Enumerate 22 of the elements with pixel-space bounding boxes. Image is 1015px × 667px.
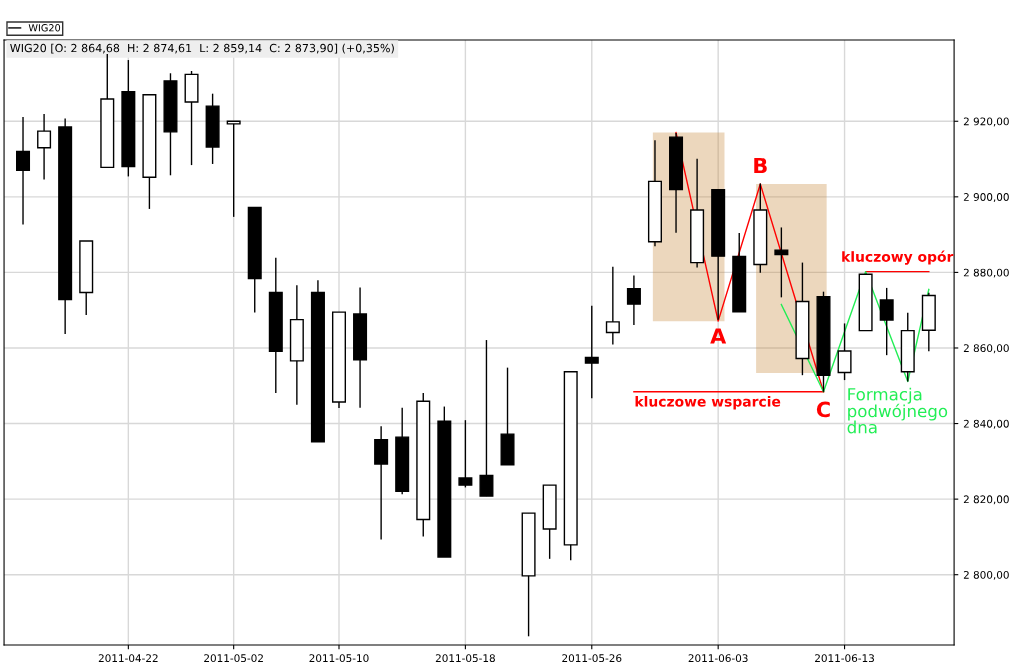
y-tick-label: 2 900,00: [963, 193, 1009, 202]
y-tick-label: 2 880,00: [963, 268, 1009, 278]
x-tick-label: 2011-05-10: [309, 654, 369, 663]
y-tick-label: 2 800,00: [963, 570, 1009, 580]
annotation: C: [816, 401, 830, 418]
x-tick-label: 2011-04-22: [98, 654, 158, 663]
y-tick-label: 2 920,00: [963, 117, 1009, 127]
annotation: A: [710, 328, 727, 344]
x-tick-label: 2011-05-02: [204, 654, 263, 663]
annotation: kluczowy opór: [842, 250, 954, 265]
annotation: Formacja podwójnego dna: [847, 387, 948, 434]
x-tick-label: 2011-05-18: [435, 654, 495, 663]
x-tick-label: 2011-06-03: [688, 654, 748, 663]
annotation: B: [754, 157, 767, 174]
legend-label: WIG20: [28, 24, 61, 32]
x-tick-label: 2011-06-13: [815, 654, 874, 663]
y-tick-label: 2 860,00: [963, 344, 1009, 354]
annotation: kluczowe wsparcie: [635, 395, 781, 410]
x-tick-label: 2011-05-26: [562, 654, 622, 663]
y-tick-label: 2 820,00: [963, 495, 1009, 505]
chart-title: WIG20 [O: 2 864,68 H: 2 874,61 L: 2 859,14 C: 2 873,90] (+0,35%): [10, 43, 394, 54]
y-tick-label: 2 840,00: [963, 419, 1009, 429]
